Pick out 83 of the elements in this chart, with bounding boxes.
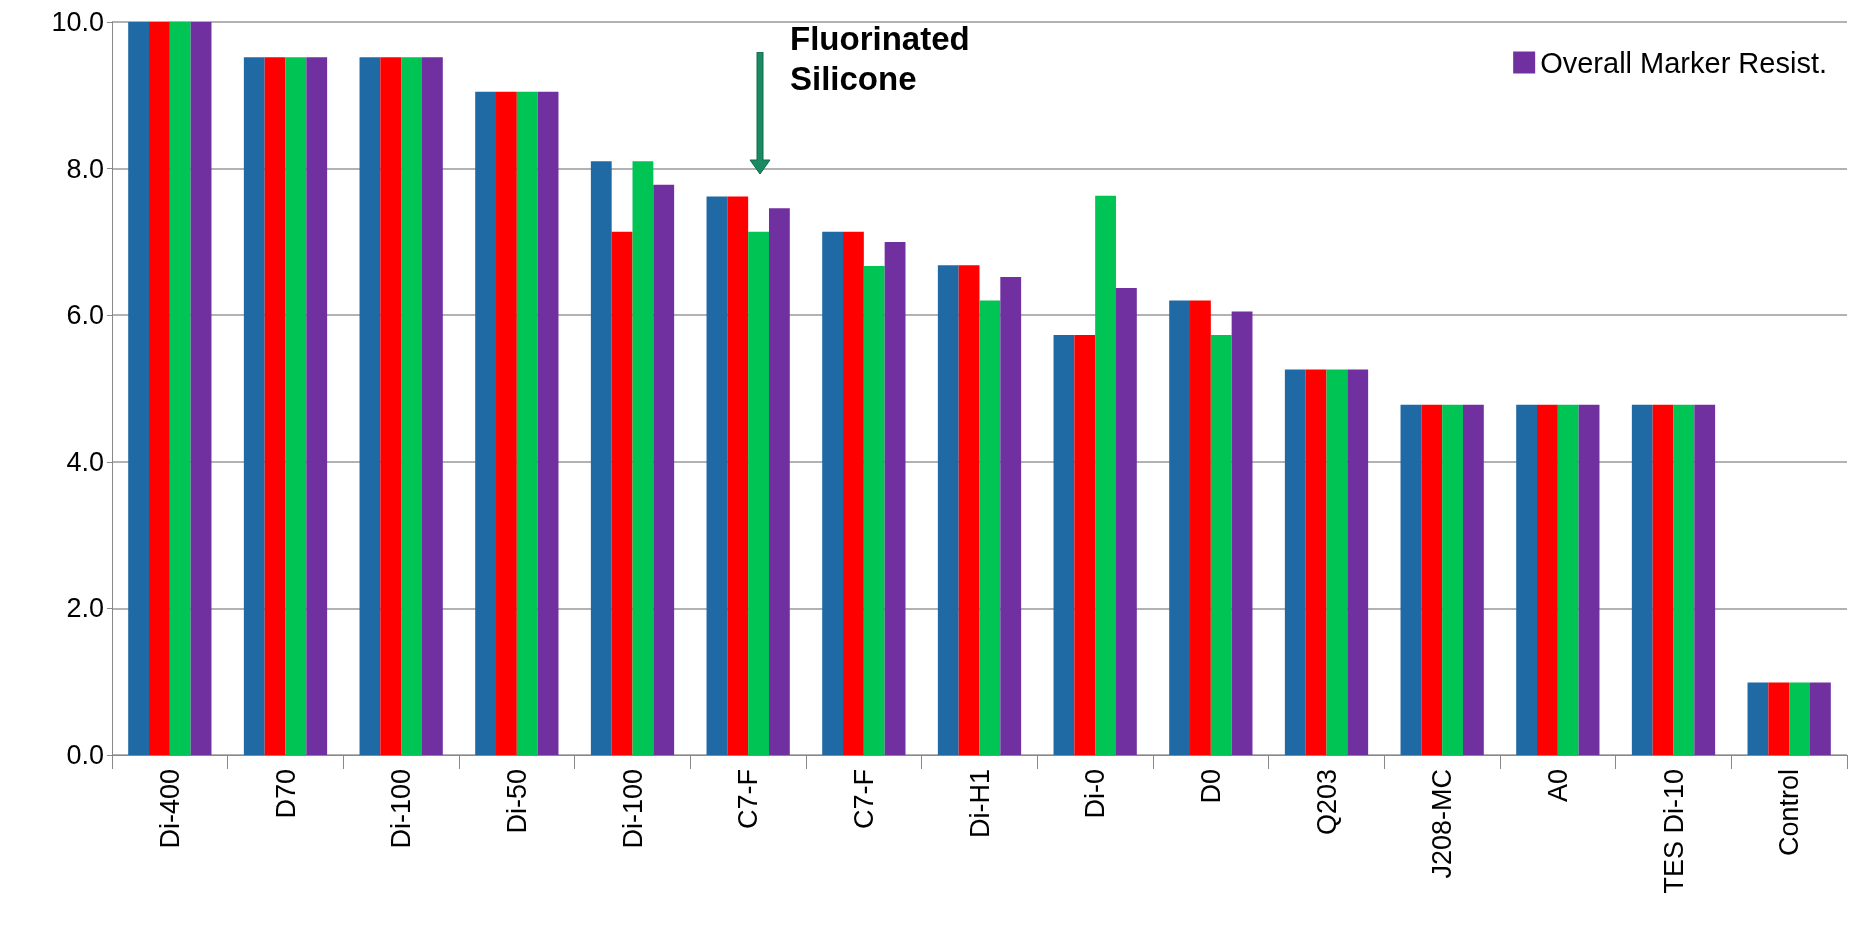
bar [1095,195,1116,755]
y-tick-label: 10.0 [51,7,104,37]
bar [169,22,191,755]
bar [496,91,517,755]
y-tick-label: 4.0 [66,446,104,477]
x-tick-label: A0 [1542,769,1573,803]
bar [264,57,286,755]
bar [727,196,749,755]
bar [822,231,844,755]
bar [1115,288,1137,755]
bar [1400,404,1422,755]
x-tick-label: Di-0 [1080,769,1111,819]
bar [1284,369,1306,755]
bar [748,231,769,755]
bar [1694,404,1716,755]
bar [1537,404,1558,755]
x-tick-label: Di-100 [386,769,417,849]
bar [1652,404,1674,755]
x-tick-label: Di-100 [617,769,648,849]
bar [306,57,328,755]
bar [128,22,150,755]
bar [1053,334,1075,755]
bar [243,57,265,755]
bar [937,265,959,755]
bar [359,57,381,755]
bar [1673,404,1695,755]
x-tick-label: Q203 [1311,769,1342,836]
bar [1305,369,1327,755]
bar [1074,334,1096,755]
bar [537,91,559,755]
x-tick-label: D70 [270,769,301,819]
bar [285,57,307,755]
bar [611,231,633,755]
bar [863,266,885,755]
bar [149,22,170,755]
bar [1442,404,1463,755]
bar [1421,404,1443,755]
bar [190,22,212,755]
bar [1789,682,1810,755]
bar [421,57,443,755]
bar [1190,300,1211,755]
x-tick-label: Di-400 [154,769,185,849]
bar [706,196,728,755]
annotation: Fluorinated Silicone [790,19,979,97]
bar [1768,682,1790,755]
y-tick-label: 2.0 [66,593,104,624]
x-tick-label: Di-H1 [964,769,995,839]
bar [1578,404,1600,755]
bar [768,208,790,755]
bar [653,184,675,755]
bar [516,91,538,755]
x-tick-label: TES Di-10 [1658,769,1689,894]
y-tick-label: 6.0 [66,300,104,331]
bar [590,161,612,755]
x-tick-label: Control [1774,769,1805,857]
bar [475,91,497,755]
bar [1747,682,1769,755]
bar [1326,369,1348,755]
bar [632,161,654,755]
x-tick-label: Di-50 [501,769,532,834]
bar [380,57,402,755]
bar [1462,404,1484,755]
bar [1231,311,1253,755]
y-tick-label: 0.0 [66,740,104,770]
bar [401,57,422,755]
bar [1809,682,1831,755]
bar [1516,404,1538,755]
bar [1347,369,1369,755]
bar [843,231,864,755]
x-tick-label: C7-F [848,769,879,829]
bar [1631,404,1653,755]
x-tick-label: J208-MC [1427,769,1458,879]
bar [979,300,1001,755]
bar [1210,334,1232,755]
bar [884,241,906,755]
bar [1557,404,1579,755]
bar [958,265,980,755]
bar [1169,300,1191,755]
legend-label: Overall Marker Resist. [1540,46,1827,79]
y-tick-label: 8.0 [66,153,104,184]
bar [1000,277,1022,755]
x-tick-label: C7-F [733,769,764,829]
x-tick-label: D0 [1195,769,1226,804]
